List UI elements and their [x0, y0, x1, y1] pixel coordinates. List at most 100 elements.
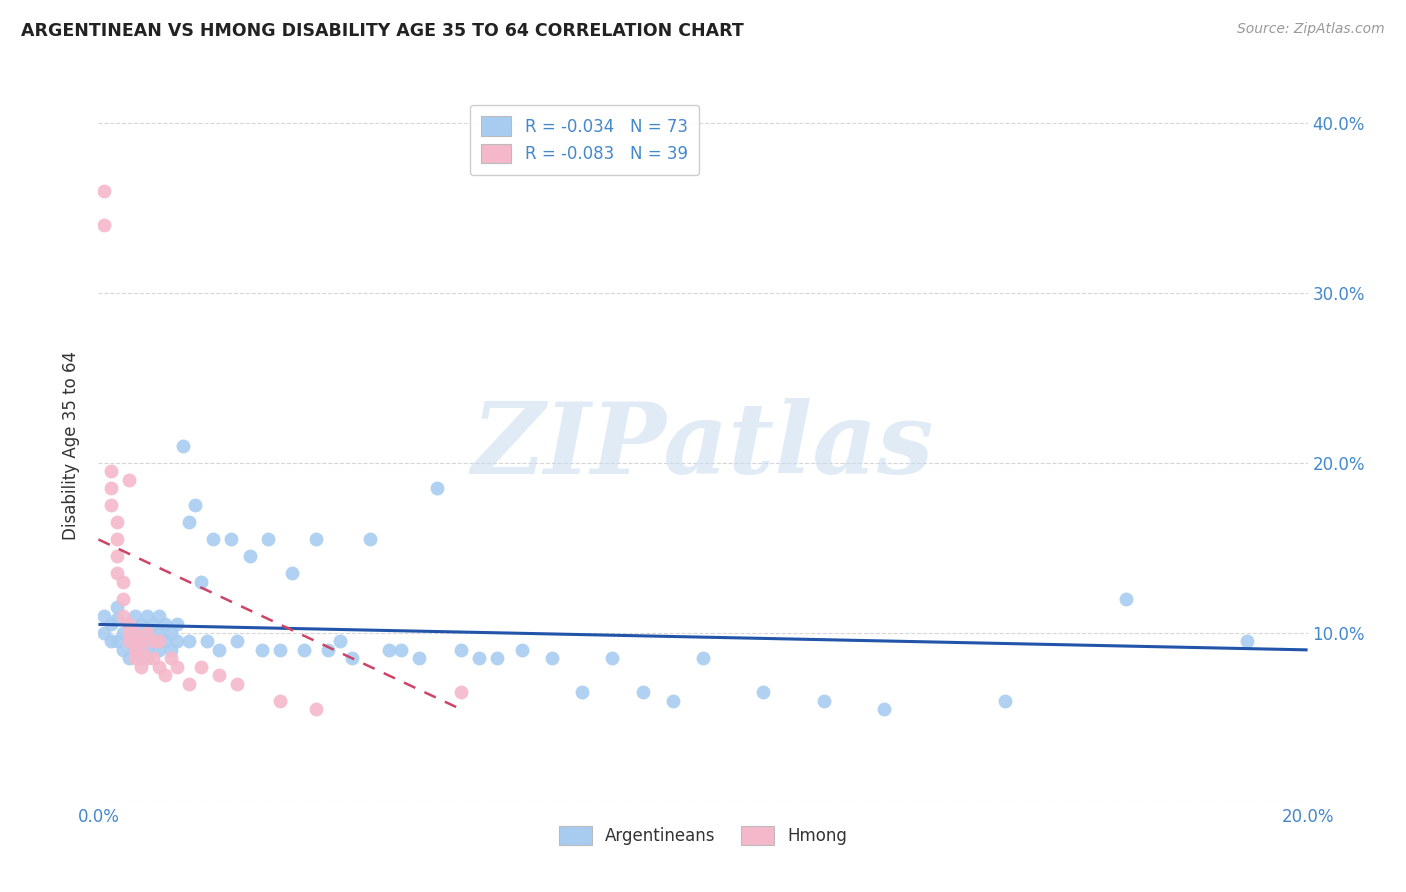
Point — [202, 533, 225, 547]
Point — [661, 694, 683, 708]
Point — [142, 634, 165, 648]
Point — [105, 566, 128, 581]
Point — [124, 634, 146, 648]
Point — [100, 465, 122, 479]
Point — [166, 634, 188, 648]
Point — [93, 184, 115, 198]
Point — [389, 643, 412, 657]
Point — [153, 617, 176, 632]
Point — [226, 677, 249, 691]
Point — [190, 660, 212, 674]
Point — [281, 566, 304, 581]
Point — [873, 702, 896, 716]
Point — [105, 549, 128, 564]
Point — [450, 685, 472, 699]
Point — [135, 626, 157, 640]
Point — [142, 651, 165, 665]
Point — [571, 685, 593, 699]
Point — [93, 626, 115, 640]
Point — [100, 482, 122, 496]
Point — [93, 608, 115, 623]
Point — [190, 574, 212, 589]
Point — [221, 533, 243, 547]
Point — [692, 651, 714, 665]
Point — [486, 651, 509, 665]
Point — [129, 651, 152, 665]
Point — [184, 499, 207, 513]
Point — [142, 617, 165, 632]
Point — [148, 634, 170, 648]
Point — [118, 626, 141, 640]
Point — [179, 516, 201, 530]
Point — [153, 668, 176, 682]
Point — [111, 574, 134, 589]
Point — [105, 533, 128, 547]
Point — [160, 643, 183, 657]
Point — [118, 634, 141, 648]
Point — [195, 634, 218, 648]
Point — [602, 651, 624, 665]
Point — [360, 533, 382, 547]
Point — [111, 608, 134, 623]
Point — [129, 617, 152, 632]
Point — [148, 626, 170, 640]
Point — [118, 617, 141, 632]
Point — [135, 608, 157, 623]
Point — [468, 651, 491, 665]
Point — [631, 685, 654, 699]
Point — [129, 643, 152, 657]
Point — [129, 634, 152, 648]
Point — [124, 643, 146, 657]
Point — [111, 626, 134, 640]
Point — [105, 516, 128, 530]
Point — [153, 634, 176, 648]
Point — [166, 617, 188, 632]
Point — [100, 634, 122, 648]
Point — [142, 634, 165, 648]
Point — [510, 643, 533, 657]
Point — [540, 651, 562, 665]
Point — [118, 651, 141, 665]
Point — [813, 694, 835, 708]
Point — [100, 499, 122, 513]
Point — [426, 482, 449, 496]
Point — [148, 608, 170, 623]
Point — [160, 626, 183, 640]
Point — [118, 634, 141, 648]
Point — [129, 660, 152, 674]
Point — [1236, 634, 1258, 648]
Point — [124, 608, 146, 623]
Point — [160, 651, 183, 665]
Point — [179, 677, 201, 691]
Point — [135, 626, 157, 640]
Point — [105, 612, 128, 626]
Point — [250, 643, 273, 657]
Point — [105, 600, 128, 615]
Point — [208, 643, 231, 657]
Point — [111, 643, 134, 657]
Point — [100, 617, 122, 632]
Point — [208, 668, 231, 682]
Point — [329, 634, 352, 648]
Point — [135, 651, 157, 665]
Point — [994, 694, 1017, 708]
Point — [179, 634, 201, 648]
Point — [305, 702, 328, 716]
Y-axis label: Disability Age 35 to 64: Disability Age 35 to 64 — [62, 351, 80, 541]
Point — [124, 626, 146, 640]
Point — [377, 643, 399, 657]
Point — [93, 218, 115, 232]
Point — [1115, 591, 1137, 606]
Point — [408, 651, 430, 665]
Point — [118, 473, 141, 487]
Point — [292, 643, 315, 657]
Point — [105, 634, 128, 648]
Point — [111, 591, 134, 606]
Point — [148, 660, 170, 674]
Point — [316, 643, 339, 657]
Point — [239, 549, 262, 564]
Point — [129, 634, 152, 648]
Point — [172, 439, 194, 453]
Point — [269, 694, 291, 708]
Point — [342, 651, 364, 665]
